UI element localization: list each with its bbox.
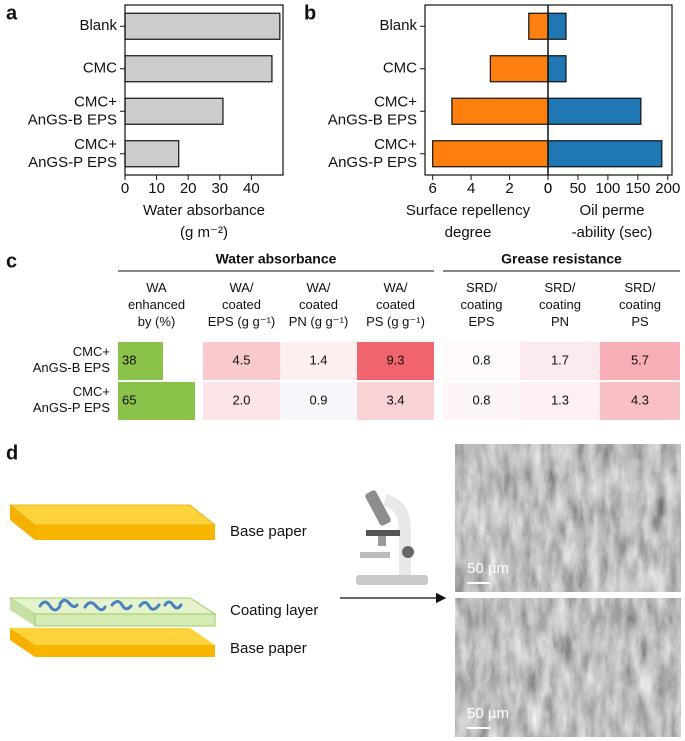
bar	[451, 97, 549, 125]
cell-value: 0.8	[472, 352, 490, 367]
heat-cell	[520, 382, 600, 420]
panel-label: c	[6, 250, 17, 272]
heat-cell	[280, 382, 357, 420]
heat-cell	[600, 382, 680, 420]
base-paper-top	[8, 504, 217, 540]
sem-image	[455, 444, 681, 592]
diagram-label: Coating layer	[230, 602, 318, 619]
bar	[528, 12, 549, 40]
x-tick-label: 10	[148, 180, 165, 197]
y-tick-label: CMC+ AnGS-P EPS	[28, 136, 117, 171]
group-header: Grease resistance	[501, 251, 622, 267]
y-tick-label: CMC+ AnGS-B EPS	[28, 93, 117, 128]
column-header: WA/coated PN (g g⁻¹)	[289, 281, 349, 330]
table-bar	[118, 342, 164, 380]
bar	[547, 12, 567, 40]
table-bar	[118, 382, 195, 420]
x-tick-label: 40	[243, 180, 260, 197]
cell-value: 5.7	[631, 352, 649, 367]
bar	[124, 12, 281, 40]
y-tick-label: Blank	[379, 17, 417, 34]
x-tick-label: 150	[625, 180, 650, 197]
column-header: WA enhanced by (%)	[128, 281, 185, 330]
heat-cell	[357, 342, 434, 380]
scale-bar-label: 50 µm	[467, 705, 509, 722]
cell-value: 1.3	[551, 392, 569, 407]
cell-value: 4.3	[631, 392, 649, 407]
y-tick-label: CMC+ AnGS-B EPS	[328, 93, 417, 128]
row-label: CMC+ AnGS-P EPS	[33, 384, 110, 415]
cell-value: 3.4	[386, 392, 404, 407]
x-tick-label: 2	[505, 180, 513, 197]
cell-value: 2.0	[232, 392, 250, 407]
bar	[432, 140, 549, 168]
y-tick-label: CMC	[383, 60, 417, 77]
column-header: SRD/coating EPS	[461, 281, 503, 330]
x-axis-label: Surface repellency degree	[406, 202, 531, 241]
heat-cell	[280, 342, 357, 380]
group-header: Water absorbance	[216, 251, 337, 267]
x-tick-label: 6	[429, 180, 437, 197]
panel-label: d	[6, 442, 18, 464]
diagram-label: Base paper	[230, 640, 307, 657]
y-tick-label: CMC	[83, 60, 117, 77]
microscope-icon	[356, 490, 428, 585]
heat-cell	[203, 342, 280, 380]
bar	[547, 97, 642, 125]
bar	[124, 97, 224, 125]
cell-value: 65	[122, 392, 136, 407]
cell-value: 1.4	[309, 352, 327, 367]
cell-value: 0.8	[472, 392, 490, 407]
plot-frame	[124, 4, 284, 176]
column-header: WA/coated EPS (g g⁻¹)	[208, 281, 276, 330]
x-tick-label: 30	[211, 180, 228, 197]
y-tick-label: CMC+ AnGS-P EPS	[328, 136, 417, 171]
plot-frame	[424, 4, 673, 176]
x-axis-label: Oil perme -ability (sec)	[572, 202, 653, 241]
cell-value: 1.7	[551, 352, 569, 367]
cell-value: 9.3	[386, 352, 404, 367]
bar	[124, 140, 180, 168]
cell-value: 38	[122, 352, 136, 367]
x-axis-label: Water absorbance (g m⁻²)	[143, 202, 265, 241]
sem-image	[455, 598, 681, 737]
y-tick-label: Blank	[79, 17, 117, 34]
bar	[124, 55, 273, 83]
x-tick-label: 0	[544, 180, 552, 197]
bar	[547, 140, 663, 168]
column-header: SRD/coating PS	[619, 281, 661, 330]
heat-cell	[520, 342, 600, 380]
panel-label: b	[304, 2, 316, 24]
heat-cell	[357, 382, 434, 420]
coated-paper	[8, 597, 217, 657]
x-tick-label: 0	[544, 180, 552, 197]
x-tick-label: 20	[180, 180, 197, 197]
x-tick-label: 200	[655, 180, 680, 197]
bar	[489, 55, 549, 83]
row-label: CMC+ AnGS-B EPS	[33, 344, 111, 375]
heat-cell	[600, 342, 680, 380]
diagram-label: Base paper	[230, 523, 307, 540]
column-header: WA/coated PS (g g⁻¹)	[366, 281, 425, 330]
cell-value: 4.5	[232, 352, 250, 367]
column-header: SRD/coating PN	[539, 281, 581, 330]
x-tick-label: 4	[467, 180, 475, 197]
x-tick-label: 100	[595, 180, 620, 197]
scale-bar-label: 50 µm	[467, 560, 509, 577]
x-tick-label: 0	[121, 180, 129, 197]
heat-cell	[443, 342, 520, 380]
x-tick-label: 50	[570, 180, 587, 197]
heat-cell	[203, 382, 280, 420]
bar	[547, 55, 567, 83]
panel-label: a	[6, 2, 18, 24]
cell-value: 0.9	[309, 392, 327, 407]
heat-cell	[443, 382, 520, 420]
